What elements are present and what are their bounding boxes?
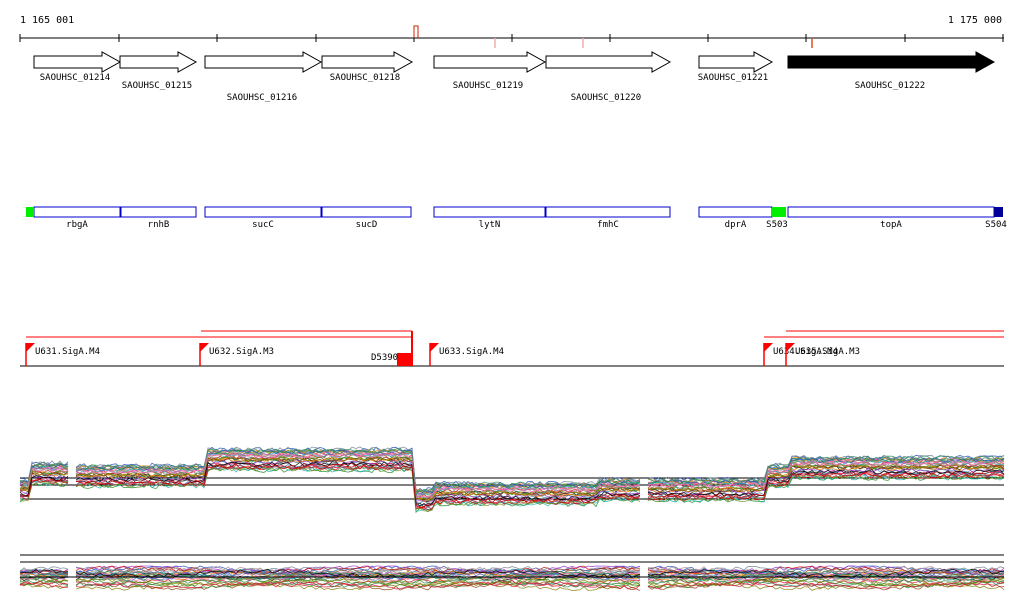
promoter-flag[interactable] (786, 343, 795, 352)
expression-profile-line (19, 565, 1005, 576)
gene-name-label: dprA (725, 220, 747, 230)
expression-profile-line (19, 446, 1005, 492)
operon-marker-start (26, 207, 34, 217)
gene-box[interactable] (698, 206, 773, 218)
gene-name-label: sucD (356, 220, 378, 230)
expression-track-upper (19, 446, 1005, 514)
gene-box[interactable] (33, 206, 121, 218)
gene-arrow[interactable] (433, 51, 547, 73)
expression-track-lower (19, 554, 1005, 592)
promoter-flag[interactable] (764, 343, 773, 352)
gene-label: SAOUHSC_01220 (571, 93, 641, 103)
coordinate-ruler: 1 165 001 1 175 000 (19, 15, 1004, 48)
promoter-label: U631.SigA.M4 (35, 347, 100, 357)
promoter-label: U635.SigA.M3 (795, 347, 860, 357)
gene-arrow[interactable] (545, 51, 672, 73)
operon-marker-s503 (772, 207, 786, 217)
ruler-ticks (19, 25, 1004, 48)
gene-box[interactable] (787, 206, 995, 218)
promoter-flag[interactable] (200, 343, 209, 352)
terminator-label: D5390 (371, 353, 398, 363)
gene-name-label: lytN (479, 220, 501, 230)
gene-label: SAOUHSC_01216 (227, 93, 297, 103)
gene-arrow[interactable] (787, 51, 996, 73)
gene-label: SAOUHSC_01221 (698, 73, 768, 83)
gene-box[interactable] (545, 206, 671, 218)
gene-box[interactable] (321, 206, 412, 218)
ruler-start-label: 1 165 001 (20, 15, 74, 26)
promoter-label: U632.SigA.M3 (209, 347, 274, 357)
ruler-peak-mark (413, 25, 419, 38)
gene-arrow[interactable] (33, 51, 122, 73)
terminator-block[interactable] (397, 353, 412, 366)
promoter-label: U633.SigA.M4 (439, 347, 504, 357)
expression-profile-line (19, 466, 1005, 512)
promoter-label: U634.SigA.M4 (773, 347, 838, 357)
gene-name-label: rbgA (66, 220, 88, 230)
gene-box[interactable] (204, 206, 322, 218)
gene-label: SAOUHSC_01222 (855, 81, 925, 91)
promoter-flag[interactable] (26, 343, 35, 352)
marker-label: S503 (766, 220, 788, 230)
gene-arrow[interactable] (698, 51, 774, 73)
gene-label: SAOUHSC_01219 (453, 81, 523, 91)
gene-name-label: fmhC (597, 220, 619, 230)
expression-profile-line (19, 573, 1005, 583)
expression-profile-line (19, 463, 1005, 509)
promoter-flag[interactable] (430, 343, 439, 352)
gene-label: SAOUHSC_01215 (122, 81, 192, 91)
gene-name-label: sucC (252, 220, 274, 230)
operon-marker-s504 (994, 207, 1003, 217)
gene-arrow[interactable] (204, 51, 323, 73)
expression-profile-line (19, 579, 1005, 590)
gene-label: SAOUHSC_01214 (40, 73, 110, 83)
marker-label: S504 (985, 220, 1007, 230)
gene-name-label: topA (880, 220, 902, 230)
expression-profile-line (19, 452, 1005, 498)
promoter-track: U631.SigA.M4 U632.SigA.M3 U633.SigA.M4 U634… (20, 330, 1004, 367)
ruler-end-label: 1 175 000 (948, 15, 1002, 26)
gene-box[interactable] (120, 206, 197, 218)
gene-track: SAOUHSC_01214 SAOUHSC_01215 SAOUHSC_01216 S… (33, 51, 996, 103)
gene-arrow[interactable] (119, 51, 198, 73)
gene-name-label: rnhB (148, 220, 170, 230)
operon-track: rbgA rnhB sucC sucD lytN fmhC dprA topA S503 S504 (26, 206, 1007, 230)
gene-arrow[interactable] (321, 51, 414, 73)
gene-box[interactable] (433, 206, 546, 218)
gene-label: SAOUHSC_01218 (330, 73, 400, 83)
